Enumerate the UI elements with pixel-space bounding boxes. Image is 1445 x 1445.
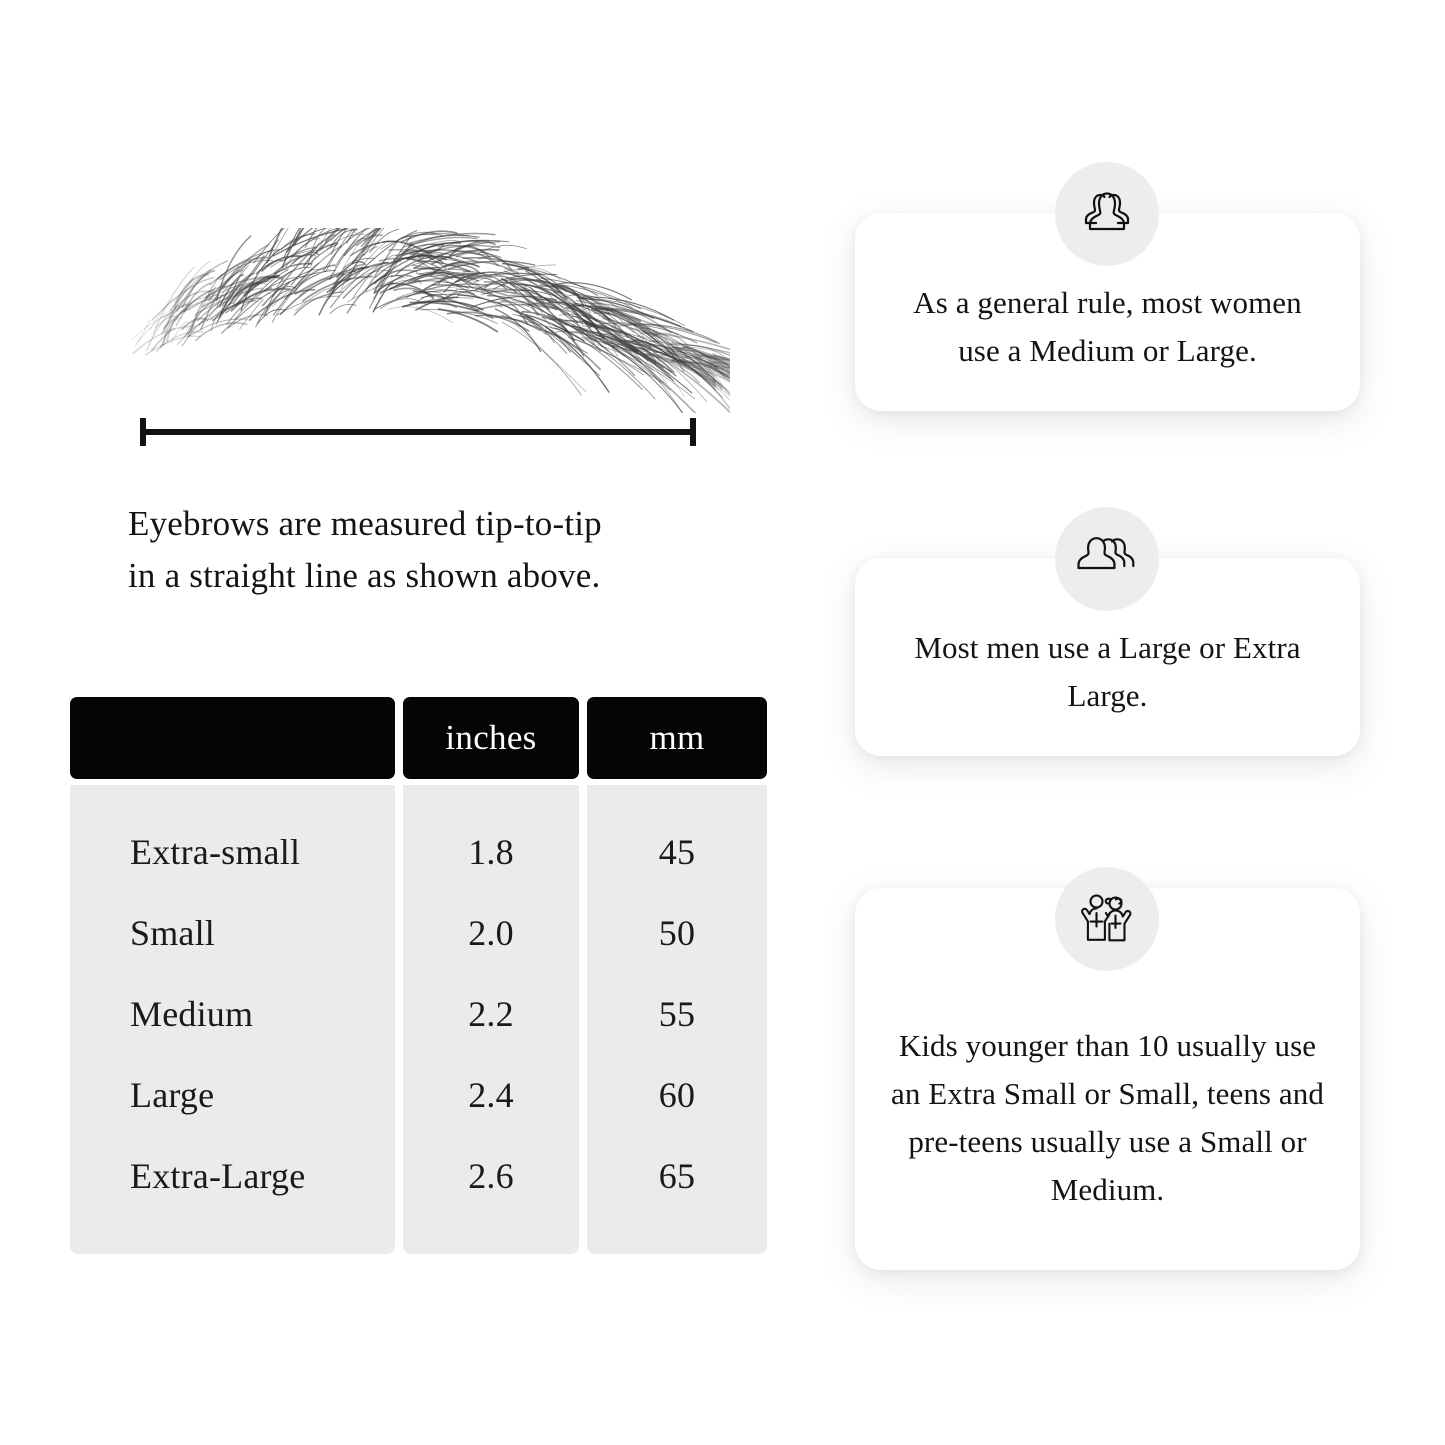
tip-card-women: As a general rule, most women use a Medi…	[855, 213, 1360, 411]
table-column-mm: 45 50 55 60 65	[587, 785, 767, 1254]
eyebrow-illustration	[120, 228, 730, 413]
table-cell-inches: 2.2	[468, 993, 514, 1034]
caption-line-1: Eyebrows are measured tip-to-tip	[128, 504, 602, 543]
table-header-mm: mm	[587, 697, 767, 779]
table-row: Extra-small	[130, 831, 301, 872]
table-cell-mm: 50	[658, 912, 696, 953]
group-of-men-icon	[1055, 507, 1159, 611]
measure-cap-right	[690, 418, 696, 446]
table-column-inches: 1.8 2.0 2.2 2.4 2.6	[403, 785, 579, 1254]
table-cell-inches: 2.6	[468, 1155, 514, 1196]
table-header-inches: inches	[403, 697, 579, 779]
table-row: Extra-Large	[130, 1155, 306, 1196]
group-of-women-icon	[1055, 162, 1159, 266]
measurement-caption: Eyebrows are measured tip-to-tip in a st…	[128, 498, 748, 602]
table-body: Extra-small Small Medium Large Extra-Lar…	[70, 785, 767, 1254]
table-header-size	[70, 697, 395, 779]
tip-card-women-text: As a general rule, most women use a Medi…	[913, 285, 1302, 368]
table-cell-mm: 55	[658, 993, 696, 1034]
measure-bar-line	[140, 429, 696, 435]
two-children-icon	[1055, 867, 1159, 971]
tip-card-men-text: Most men use a Large or Extra Large.	[914, 630, 1301, 713]
caption-line-2: in a straight line as shown above.	[128, 556, 601, 595]
table-cell-inches: 1.8	[468, 831, 514, 872]
table-row: Medium	[130, 993, 254, 1034]
table-cell-mm: 65	[658, 1155, 696, 1196]
tip-card-men: Most men use a Large or Extra Large.	[855, 558, 1360, 756]
table-cell-mm: 45	[658, 831, 696, 872]
table-column-size: Extra-small Small Medium Large Extra-Lar…	[70, 785, 395, 1254]
table-cell-mm: 60	[658, 1074, 696, 1115]
table-row: Large	[130, 1074, 215, 1115]
table-cell-inches: 2.0	[468, 912, 514, 953]
size-table: inches mm Extra-small Small Medium Large…	[70, 697, 767, 1254]
table-cell-inches: 2.4	[468, 1074, 514, 1115]
table-header-row: inches mm	[70, 697, 767, 779]
tips-panel: As a general rule, most women use a Medi…	[800, 0, 1445, 1445]
tip-card-kids-text: Kids younger than 10 usually use an Extr…	[891, 1028, 1324, 1207]
tip-card-kids: Kids younger than 10 usually use an Extr…	[855, 888, 1360, 1270]
measurement-bar	[140, 418, 696, 446]
table-row: Small	[130, 912, 216, 953]
measurement-panel: Eyebrows are measured tip-to-tip in a st…	[70, 228, 767, 1254]
